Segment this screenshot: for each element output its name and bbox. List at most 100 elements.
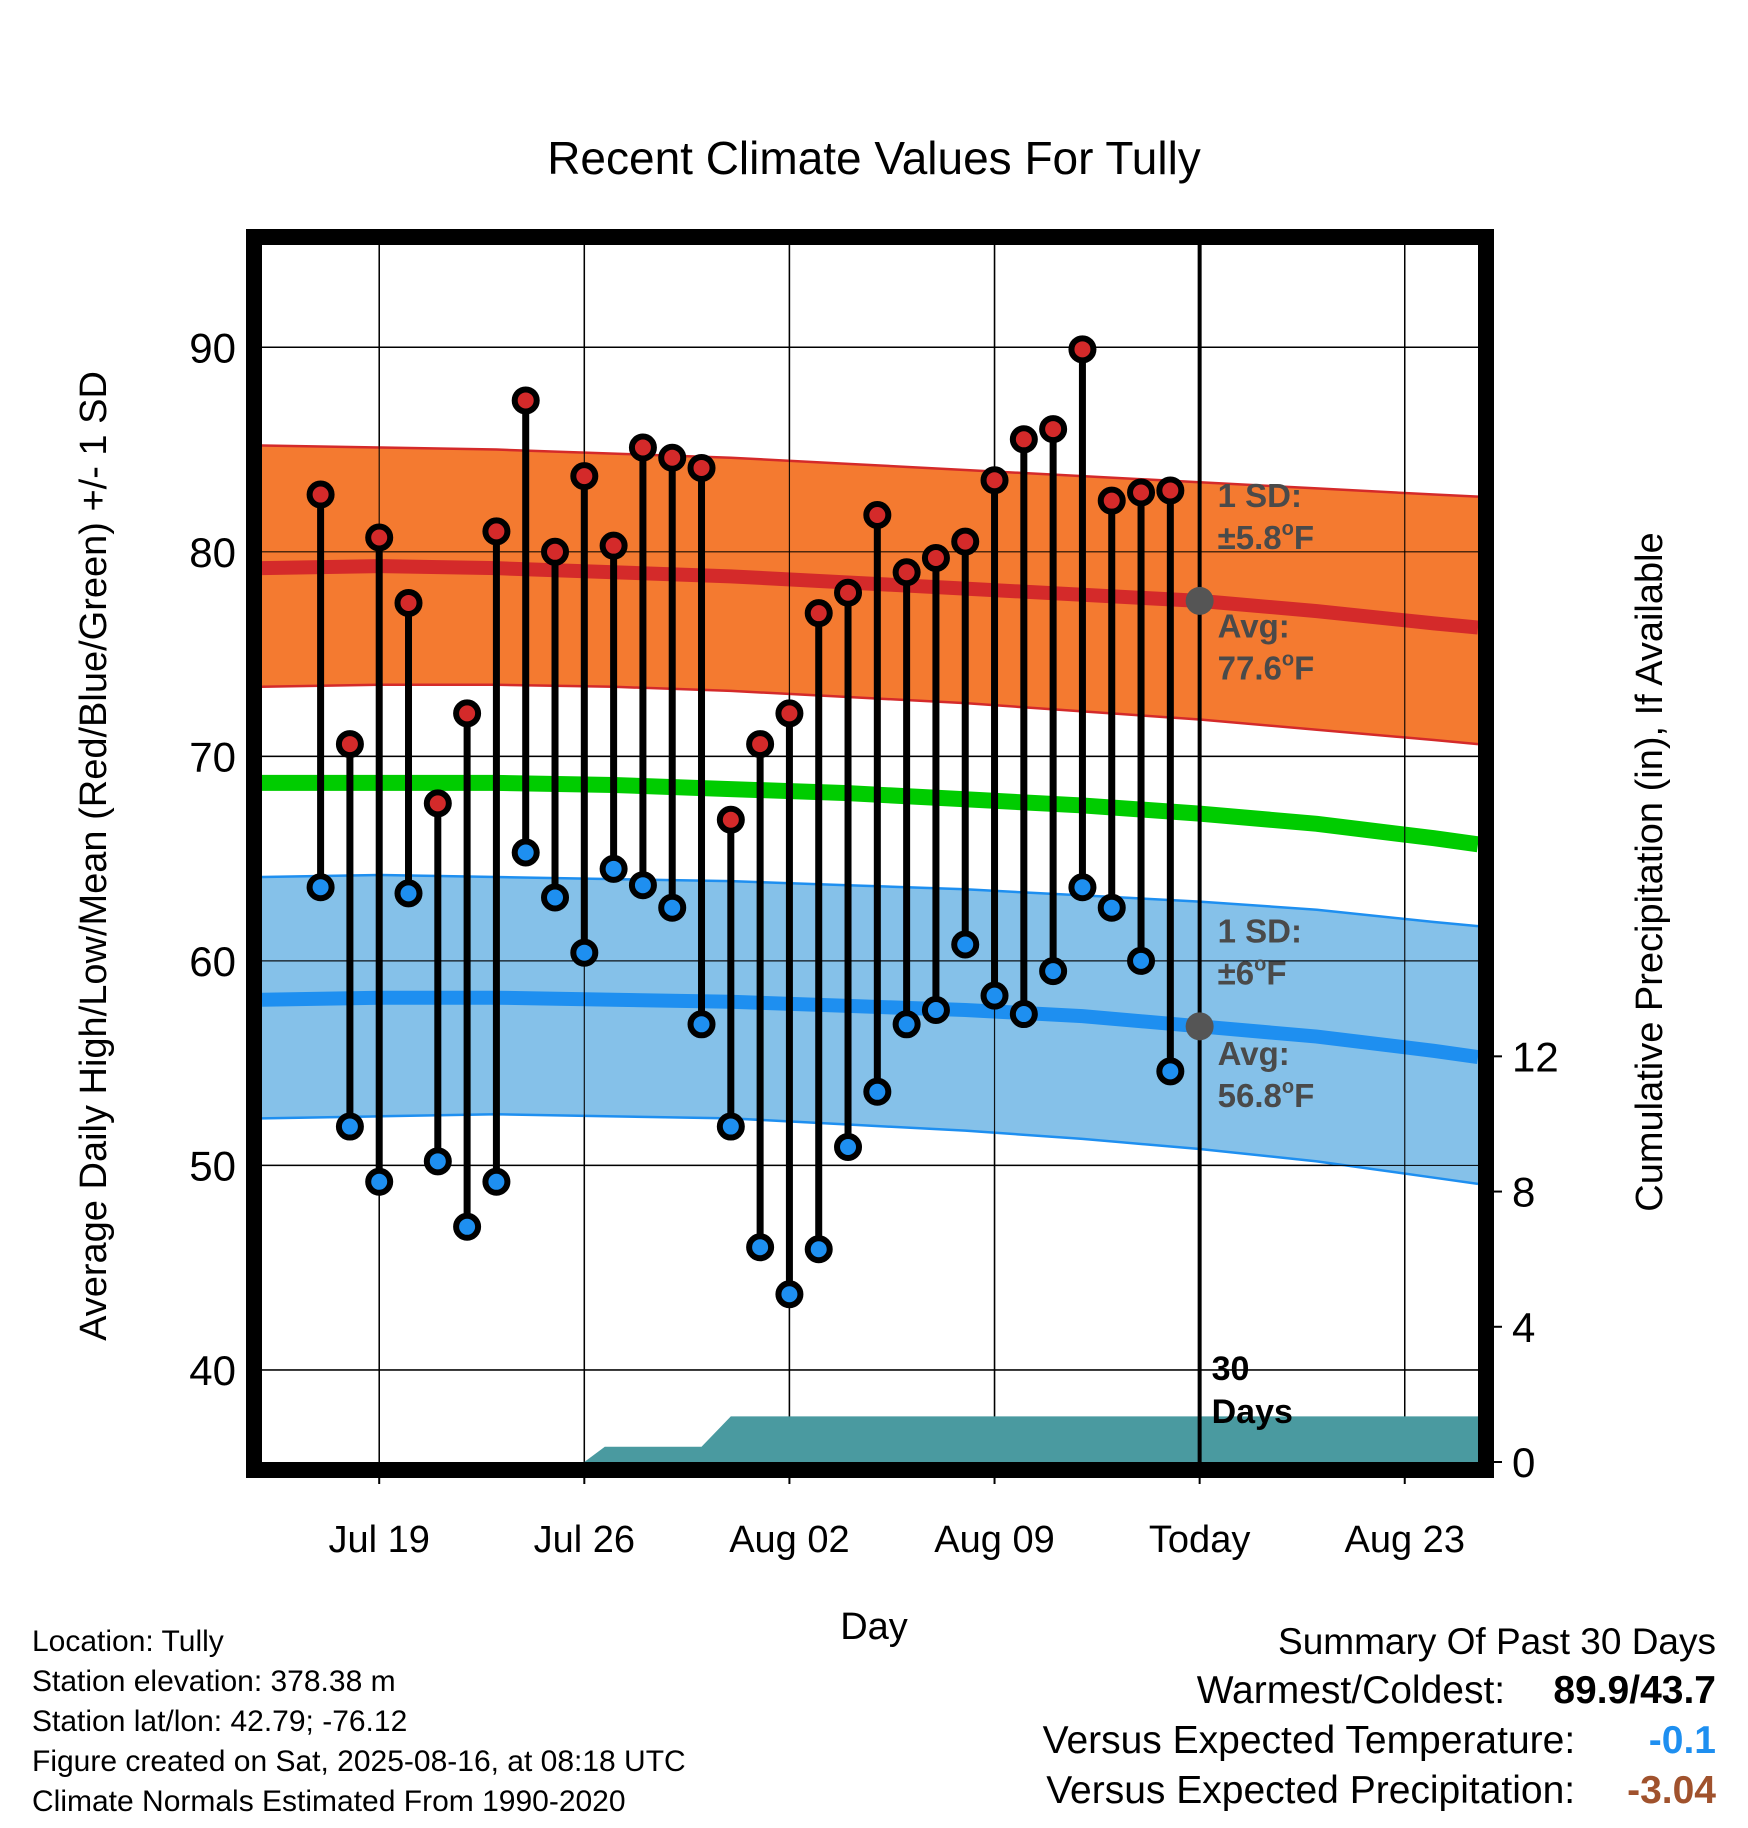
obs-high-point (716, 805, 745, 834)
x-tick-label: Jul 19 (329, 1519, 430, 1561)
obs-high-point (1097, 486, 1126, 515)
precip-label: Versus Expected Precipitation: (1046, 1769, 1576, 1812)
obs-high-point (365, 523, 394, 552)
y-tick-label-left: 60 (189, 938, 236, 985)
obs-high-point (1127, 478, 1156, 507)
obs-low-point (1127, 946, 1156, 975)
low-sd-annotation-unit: F (1266, 954, 1286, 991)
obs-low-point (541, 883, 570, 912)
high-sd-annotation-value: ±5.8oF (1218, 518, 1314, 556)
low-avg-annotation-number: 56.8 (1218, 1077, 1282, 1114)
obs-low-point (1156, 1057, 1185, 1086)
today-low-avg-marker (1185, 1012, 1214, 1041)
temp-row: Versus Expected Temperature: -0.1 (1043, 1716, 1716, 1766)
warm-cold-row: Warmest/Coldest: 89.9/43.7 (1043, 1666, 1716, 1716)
y-tick-label-left: 80 (189, 529, 236, 576)
low-avg-annotation-degree: o (1282, 1076, 1294, 1098)
days-count-label: 30 (1212, 1350, 1250, 1388)
high-sd-annotation-number: ±5.8 (1218, 519, 1282, 556)
warm-cold-label: Warmest/Coldest: (1196, 1669, 1506, 1712)
y-tick-label-left: 40 (189, 1347, 236, 1394)
obs-low-point (980, 981, 1009, 1010)
high-sd-annotation-label: 1 SD: (1218, 477, 1302, 514)
obs-high-point (834, 578, 863, 607)
obs-low-point (658, 893, 687, 922)
obs-low-point (599, 854, 628, 883)
obs-low-point (1068, 873, 1097, 902)
x-tick-label: Aug 09 (934, 1519, 1054, 1561)
obs-high-point (951, 527, 980, 556)
y-tick-label-left: 50 (189, 1142, 236, 1189)
obs-low-point (335, 1112, 364, 1141)
x-tick-label: Aug 23 (1345, 1519, 1465, 1561)
obs-high-point (775, 699, 804, 728)
obs-low-point (1097, 893, 1126, 922)
station-info: Location: Tully Station elevation: 378.3… (32, 1622, 686, 1822)
obs-high-point (628, 433, 657, 462)
warm-cold-value: 89.9/43.7 (1553, 1669, 1716, 1712)
obs-high-point (687, 453, 716, 482)
obs-low-point (834, 1133, 863, 1162)
y-tick-label-left: 90 (189, 324, 236, 371)
low-sd-lower-line (262, 1113, 1478, 1186)
normals-text: Climate Normals Estimated From 1990-2020 (32, 1785, 626, 1818)
obs-low-point (951, 930, 980, 959)
obs-high-point (335, 730, 364, 759)
obs-high-point (1009, 425, 1038, 454)
obs-high-point (306, 480, 335, 509)
obs-low-point (746, 1233, 775, 1262)
high-sd-annotation-unit: F (1294, 519, 1314, 556)
x-tick-label: Aug 02 (729, 1519, 849, 1561)
obs-low-point (1039, 957, 1068, 986)
y-tick-label-right: 8 (1512, 1169, 1535, 1216)
high-sd-upper-line (262, 444, 1478, 498)
obs-low-point (453, 1212, 482, 1241)
y-tick-label-right: 12 (1512, 1033, 1559, 1080)
obs-high-point (570, 462, 599, 491)
obs-low-point (306, 873, 335, 902)
summary-title: Summary Of Past 30 Days (1278, 1621, 1716, 1662)
precip-row: Versus Expected Precipitation: -3.04 (1043, 1766, 1716, 1816)
summary-panel: Summary Of Past 30 Days Warmest/Coldest:… (1043, 1618, 1716, 1816)
obs-high-point (541, 537, 570, 566)
high-avg-annotation-degree: o (1282, 649, 1294, 671)
obs-high-point (453, 699, 482, 728)
obs-high-point (511, 386, 540, 415)
low-sd-annotation-degree: o (1254, 953, 1266, 975)
latlon-text: Station lat/lon: 42.79; -76.12 (32, 1705, 408, 1738)
y-axis-label-right: Cumulative Precipitation (in), If Availa… (1629, 532, 1671, 1211)
obs-low-point (570, 938, 599, 967)
obs-high-point (394, 588, 423, 617)
location-text: Location: Tully (32, 1625, 224, 1658)
low-avg-annotation-label: Avg: (1218, 1035, 1290, 1072)
obs-high-point (423, 789, 452, 818)
low-sd-annotation-label: 1 SD: (1218, 912, 1302, 949)
temp-label: Versus Expected Temperature: (1042, 1719, 1576, 1762)
obs-high-point (980, 466, 1009, 495)
temp-value: -0.1 (1648, 1719, 1716, 1762)
obs-low-point (394, 879, 423, 908)
y-tick-label-right: 4 (1512, 1304, 1535, 1351)
obs-high-point (892, 558, 921, 587)
x-axis-label: Day (840, 1606, 908, 1648)
high-sd-annotation-degree: o (1282, 518, 1294, 540)
obs-low-point (511, 838, 540, 867)
plot-frame (246, 229, 1494, 1478)
low-sd-annotation-number: ±6 (1218, 954, 1254, 991)
obs-high-point (863, 500, 892, 529)
obs-low-point (365, 1167, 394, 1196)
obs-high-point (1068, 335, 1097, 364)
high-sd-band (262, 445, 1478, 745)
y-tick-label-left: 70 (189, 733, 236, 780)
low-sd-annotation-value: ±6oF (1218, 953, 1287, 991)
obs-high-point (599, 531, 628, 560)
obs-low-point (921, 995, 950, 1024)
obs-high-point (1156, 476, 1185, 505)
obs-high-point (921, 543, 950, 572)
today-high-avg-marker (1185, 586, 1214, 615)
low-avg-annotation-value: 56.8oF (1218, 1076, 1315, 1114)
obs-low-point (716, 1112, 745, 1141)
obs-low-point (892, 1010, 921, 1039)
